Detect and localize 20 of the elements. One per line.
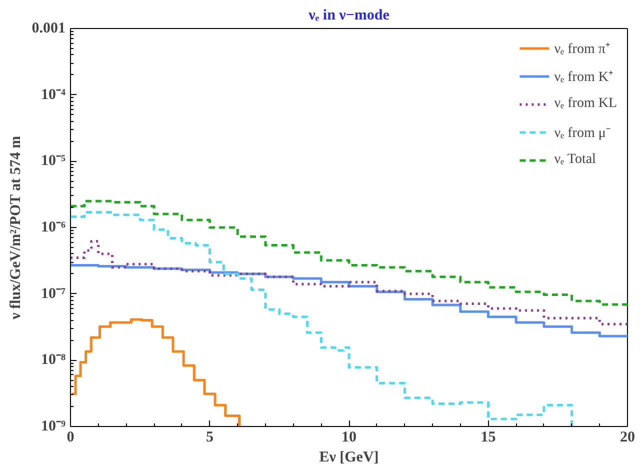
legend-label: νₑ Total (554, 152, 596, 168)
x-tick-label: 5 (206, 430, 214, 446)
y-tick-label: 10⁻⁶ (41, 220, 66, 236)
x-axis-title: Eν [GeV] (319, 450, 379, 466)
y-tick-label: 10⁻⁸ (41, 352, 66, 368)
legend-label: νₑ from μ⁻ (554, 125, 611, 142)
y-tick-label: 10⁻⁹ (41, 418, 66, 434)
legend-label: νₑ from KL (554, 96, 617, 112)
legend-label: νₑ from K⁺ (554, 69, 614, 86)
x-tick-label: 15 (480, 430, 496, 446)
x-tick-label: 20 (620, 430, 635, 446)
y-axis-title: ν flux/GeV/m²/POT at 574 m (8, 135, 24, 320)
x-tick-label: 10 (342, 430, 356, 446)
y-tick-label: 10⁻⁷ (41, 286, 66, 302)
y-tick-label: 10⁻⁴ (41, 86, 66, 103)
chart-title: νₑ in ν−mode (308, 8, 390, 24)
y-tick-label: 0.001 (32, 20, 66, 36)
y-tick-label: 10⁻⁵ (41, 153, 66, 170)
x-tick-label: 0 (66, 430, 74, 446)
legend-label: νₑ from π⁺ (554, 41, 610, 58)
